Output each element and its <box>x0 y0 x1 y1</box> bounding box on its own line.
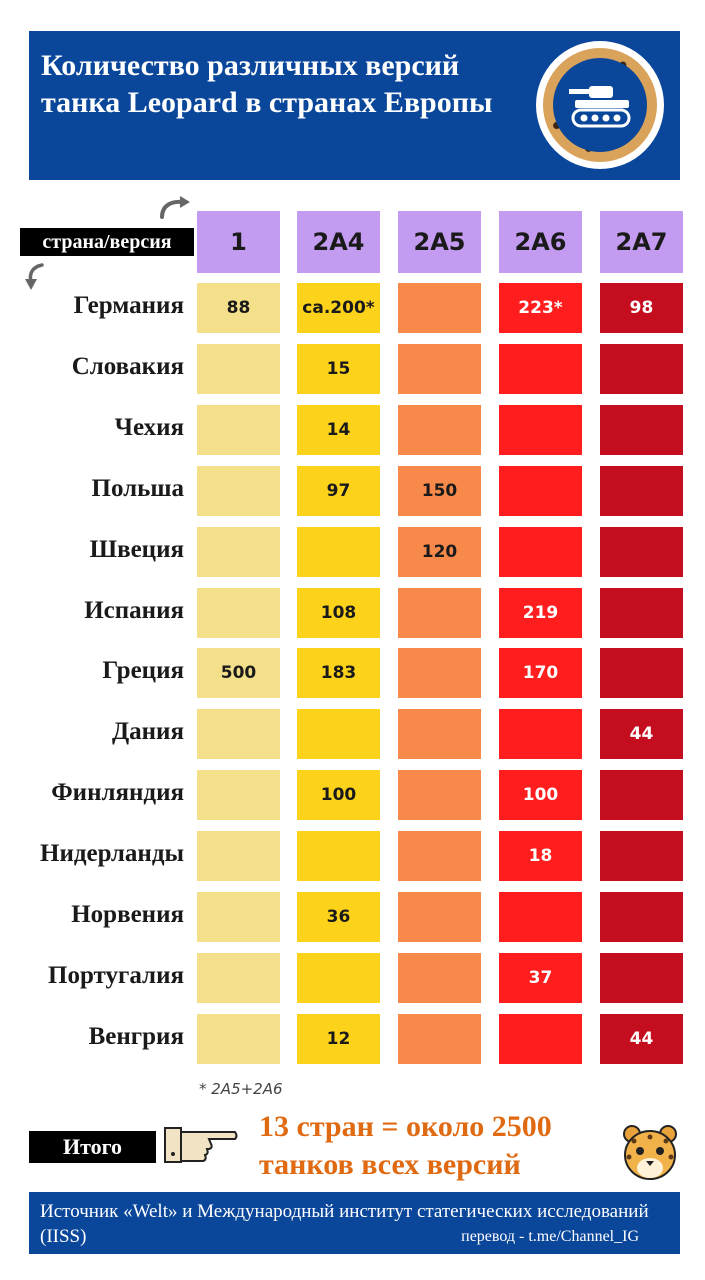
heatmap-cell <box>600 952 683 1003</box>
heatmap-cell <box>398 770 481 821</box>
curved-arrow-right-icon <box>160 196 190 219</box>
heatmap-cell <box>197 770 280 821</box>
column-header-2a4: 2A4 <box>297 211 380 273</box>
heatmap-cell <box>297 526 380 577</box>
heatmap-cell <box>398 1013 481 1064</box>
heatmap-cell <box>398 952 481 1003</box>
heatmap-cell: 97 <box>297 465 380 516</box>
heatmap-cell <box>600 343 683 394</box>
row-label: Словакия <box>71 352 184 380</box>
heatmap-cell <box>398 343 481 394</box>
footer-banner: Источник «Welt» и Международный институт… <box>29 1192 680 1254</box>
heatmap-cell <box>600 526 683 577</box>
heatmap-cell: 170 <box>499 648 582 699</box>
heatmap-cell <box>197 343 280 394</box>
row-label: Дания <box>111 718 184 746</box>
heatmap-cell <box>297 709 380 760</box>
heatmap-cell: 14 <box>297 404 380 455</box>
heatmap-cell <box>499 343 582 394</box>
column-header-2a5: 2A5 <box>398 211 481 273</box>
column-header-1: 1 <box>197 211 280 273</box>
tank-icon <box>553 58 647 152</box>
heatmap-cell <box>197 404 280 455</box>
heatmap-cell: 98 <box>600 283 683 333</box>
row-label: Норвения <box>71 901 184 928</box>
heatmap-cell <box>297 952 380 1003</box>
page-title: Количество различных версий танка Leopar… <box>41 49 493 119</box>
heatmap-cell <box>600 770 683 821</box>
pointing-hand-icon <box>164 1127 238 1163</box>
heatmap-cell: 500 <box>197 648 280 699</box>
heatmap-cell <box>600 404 683 455</box>
leopard-icon <box>623 1125 677 1180</box>
heatmap-cell: 88 <box>197 283 280 333</box>
translation-credit: перевод - t.me/Channel_IG <box>461 1228 639 1245</box>
total-summary-text: 13 стран = около 2500 танков всех версий <box>259 1110 552 1181</box>
heatmap-cell: 100 <box>297 770 380 821</box>
row-label: Венгрия <box>88 1022 184 1050</box>
heatmap-cell <box>197 465 280 516</box>
heatmap-cell <box>499 526 582 577</box>
heatmap-cell: 36 <box>297 892 380 942</box>
tank-badge <box>536 41 664 169</box>
row-label: Испания <box>84 596 184 624</box>
row-label: Греция <box>102 657 184 685</box>
column-header-2a6: 2A6 <box>499 211 582 273</box>
row-label: Чехия <box>114 413 184 441</box>
heatmap-cell: 12 <box>297 1013 380 1064</box>
heatmap-cell <box>398 892 481 942</box>
heatmap-cell <box>600 892 683 942</box>
heatmap-cell <box>197 587 280 638</box>
heatmap-cell <box>499 892 582 942</box>
heatmap-cell: 100 <box>499 770 582 821</box>
heatmap-cell <box>197 831 280 882</box>
corner-label: страна/версия <box>20 228 194 256</box>
header-banner: Количество различных версий танка Leopar… <box>29 31 680 180</box>
heatmap-cell: 44 <box>600 1013 683 1064</box>
footnote: * 2A5+2A6 <box>199 1080 283 1098</box>
heatmap-cell <box>398 587 481 638</box>
source-text: Источник «Welt» и Международный институт… <box>40 1201 649 1247</box>
heatmap-cell: 219 <box>499 587 582 638</box>
heatmap-cell <box>197 892 280 942</box>
row-label: Швеция <box>89 535 184 563</box>
heatmap-cell <box>600 465 683 516</box>
heatmap-cell <box>197 709 280 760</box>
heatmap-cell: 44 <box>600 709 683 760</box>
curved-arrow-down-icon <box>25 263 44 290</box>
heatmap-cell <box>197 952 280 1003</box>
heatmap-cell: 223* <box>499 283 582 333</box>
heatmap-cell <box>499 1013 582 1064</box>
heatmap-cell <box>398 709 481 760</box>
heatmap-cell: 108 <box>297 587 380 638</box>
heatmap-cell <box>600 831 683 882</box>
row-label: Нидерланды <box>40 840 184 868</box>
heatmap-cell: 150 <box>398 465 481 516</box>
heatmap-cell <box>600 648 683 699</box>
heatmap-cell <box>197 1013 280 1064</box>
heatmap-cell: 120 <box>398 526 481 577</box>
heatmap-cell <box>499 709 582 760</box>
heatmap-cell: 18 <box>499 831 582 882</box>
row-label: Германия <box>73 292 184 319</box>
row-label: Финляндия <box>51 779 184 807</box>
heatmap-cell: 15 <box>297 343 380 394</box>
heatmap-cell <box>398 404 481 455</box>
heatmap-cell <box>499 465 582 516</box>
heatmap-cell <box>600 587 683 638</box>
heatmap-cell <box>297 831 380 882</box>
heatmap-cell: ca.200* <box>297 283 380 333</box>
heatmap-cell: 37 <box>499 952 582 1003</box>
heatmap-cell <box>398 648 481 699</box>
row-label: Португалия <box>48 961 184 989</box>
heatmap-cell: 183 <box>297 648 380 699</box>
row-label: Польша <box>91 474 184 502</box>
column-header-2a7: 2A7 <box>600 211 683 273</box>
heatmap-cell <box>398 831 481 882</box>
heatmap-cell <box>398 283 481 333</box>
total-label: Итого <box>29 1131 156 1163</box>
heatmap-cell <box>499 404 582 455</box>
heatmap-cell <box>197 526 280 577</box>
